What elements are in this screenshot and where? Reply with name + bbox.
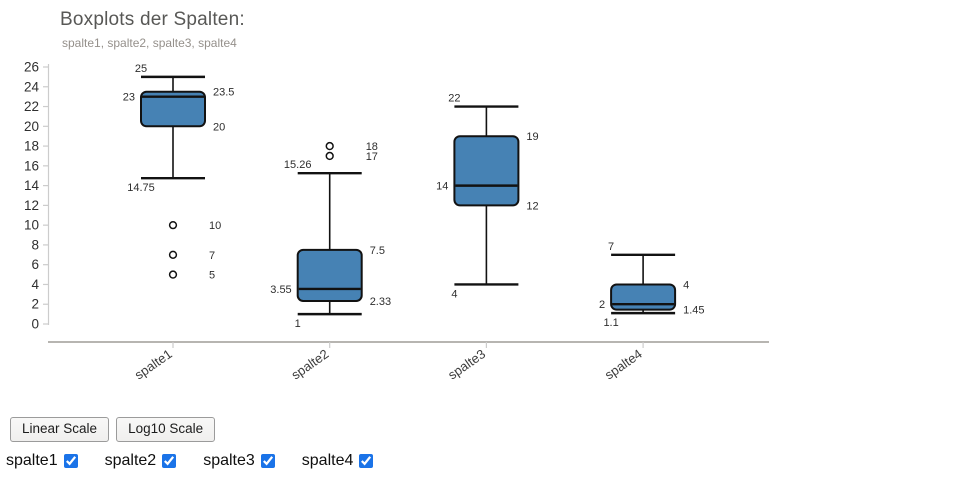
column-toggle-spalte4: spalte4 <box>302 452 374 470</box>
y-tick-label: 4 <box>31 277 39 292</box>
q1-label: 20 <box>213 121 225 133</box>
q3-label: 4 <box>683 279 689 291</box>
min-label: 1 <box>295 318 301 330</box>
y-tick-label: 0 <box>31 317 39 332</box>
y-tick-label: 26 <box>24 60 39 75</box>
column-toggle-spalte3: spalte3 <box>203 452 275 470</box>
q1-label: 1.45 <box>683 305 704 317</box>
q1-label: 12 <box>526 200 538 212</box>
y-tick-label: 10 <box>24 218 39 233</box>
scale-controls: Linear Scale Log10 Scale <box>10 417 216 442</box>
outlier-point[interactable] <box>168 270 178 279</box>
y-tick-label: 20 <box>24 119 39 134</box>
y-tick-label: 2 <box>31 297 39 312</box>
iqr-box[interactable] <box>610 283 677 311</box>
chart-subtitle: spalte1, spalte2, spalte3, spalte4 <box>62 36 237 50</box>
y-tick-label: 6 <box>31 257 39 272</box>
chart-title: Boxplots der Spalten: <box>60 9 245 30</box>
outlier-label: 17 <box>366 151 378 163</box>
q3-label: 23.5 <box>213 87 234 99</box>
y-tick-label: 12 <box>24 198 39 213</box>
outlier-point[interactable] <box>325 141 334 151</box>
column-toggle-label: spalte3 <box>203 452 255 469</box>
outlier-point[interactable] <box>325 151 334 161</box>
spalte4-checkbox[interactable] <box>359 454 374 468</box>
outlier-label: 18 <box>366 141 378 153</box>
max-label: 22 <box>448 93 460 105</box>
x-tick-label-spalte1: spalte1 <box>132 346 175 382</box>
max-label: 25 <box>135 63 147 75</box>
median-label: 2 <box>599 299 605 311</box>
iqr-box[interactable] <box>140 90 206 128</box>
max-label: 15.26 <box>284 159 312 171</box>
outlier-label: 7 <box>209 250 215 262</box>
spalte2-checkbox[interactable] <box>162 454 177 468</box>
iqr-box[interactable] <box>453 135 520 207</box>
boxplot-chart: 02468101214161820222426spalte110752514.7… <box>24 60 769 383</box>
spalte3-checkbox[interactable] <box>260 454 275 468</box>
linear-scale-button[interactable]: Linear Scale <box>10 417 110 442</box>
y-tick-label: 24 <box>24 79 40 94</box>
column-toggle-label: spalte1 <box>6 452 58 469</box>
max-label: 7 <box>608 241 614 253</box>
min-label: 14.75 <box>127 182 155 194</box>
outlier-label: 5 <box>209 270 215 282</box>
spalte1-checkbox[interactable] <box>63 454 78 468</box>
y-tick-label: 16 <box>24 158 39 173</box>
boxplot-spalte4[interactable]: 7 1.1 2 4 1.45 <box>599 241 705 329</box>
q3-label: 19 <box>526 131 538 143</box>
boxplot-spalte1[interactable]: 10 7 5 25 14.75 23 23.5 20 <box>123 63 235 282</box>
median-label: 3.55 <box>270 284 291 296</box>
log10-scale-button[interactable]: Log10 Scale <box>116 417 216 442</box>
column-toggles: spalte1 spalte2 spalte3 spalte4 <box>6 452 374 470</box>
iqr-box[interactable] <box>296 248 363 302</box>
x-tick-label-spalte4: spalte4 <box>602 346 645 382</box>
outlier-label: 10 <box>209 220 221 232</box>
outlier-point[interactable] <box>168 221 178 230</box>
q1-label: 2.33 <box>370 296 391 308</box>
column-toggle-label: spalte4 <box>301 452 354 469</box>
x-tick-label-spalte2: spalte2 <box>288 346 331 382</box>
median-label: 23 <box>123 92 135 104</box>
min-label: 1.1 <box>603 317 618 329</box>
column-toggle-spalte1: spalte1 <box>6 452 78 470</box>
y-tick-label: 8 <box>31 237 39 252</box>
min-label: 4 <box>451 288 457 300</box>
outlier-point[interactable] <box>168 250 178 259</box>
median-label: 14 <box>436 181 448 193</box>
y-tick-label: 18 <box>24 139 39 154</box>
q3-label: 7.5 <box>370 245 385 257</box>
y-tick-label: 22 <box>24 99 39 114</box>
x-tick-label-spalte3: spalte3 <box>445 346 488 382</box>
y-tick-label: 14 <box>24 178 40 193</box>
boxplot-spalte3[interactable]: 22 4 14 19 12 <box>436 93 539 301</box>
column-toggle-label: spalte2 <box>104 452 157 469</box>
column-toggle-spalte2: spalte2 <box>105 452 177 470</box>
